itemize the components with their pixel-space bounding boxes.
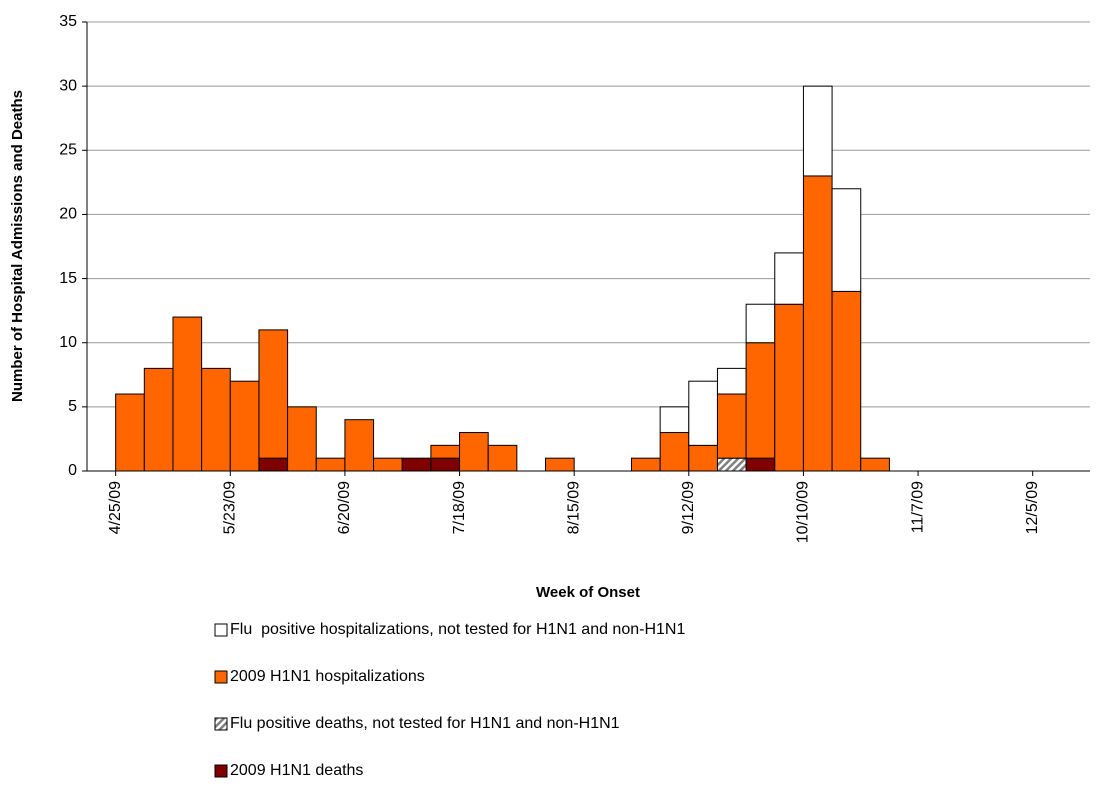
bar-segment bbox=[860, 457, 890, 472]
y-tick-label: 0 bbox=[68, 462, 77, 479]
bar-segment bbox=[172, 316, 203, 472]
y-tick-label: 10 bbox=[59, 334, 77, 351]
legend-swatch bbox=[214, 717, 228, 731]
bar-segment bbox=[831, 290, 862, 472]
bar-segment bbox=[373, 457, 403, 472]
bar-segment bbox=[315, 457, 346, 472]
x-tick-label: 11/7/09 bbox=[909, 481, 926, 533]
x-tick-label: 9/12/09 bbox=[680, 481, 697, 534]
bar-segment bbox=[258, 457, 289, 472]
bar-segment bbox=[115, 393, 145, 472]
bar-segment bbox=[487, 444, 518, 472]
y-tick-label: 5 bbox=[68, 398, 77, 415]
x-tick-label: 6/20/09 bbox=[336, 481, 353, 534]
y-tick-label: 35 bbox=[59, 13, 77, 30]
bar-segment bbox=[258, 329, 289, 459]
bar-segment bbox=[344, 419, 375, 472]
bar-segment bbox=[545, 457, 575, 472]
legend-swatch bbox=[214, 764, 228, 778]
x-tick-label: 8/15/09 bbox=[565, 481, 582, 534]
bar-segment bbox=[802, 85, 833, 177]
bar-segment bbox=[716, 457, 747, 472]
x-axis-title: Week of Onset bbox=[536, 584, 640, 601]
bar-segment bbox=[229, 380, 260, 472]
legend-label: 2009 H1N1 hospitalizations bbox=[230, 668, 425, 685]
bar-segment bbox=[143, 367, 174, 472]
bar-segment bbox=[659, 406, 690, 434]
bar-segment bbox=[630, 457, 661, 472]
bar-segment bbox=[430, 457, 461, 472]
legend-swatch bbox=[214, 670, 228, 684]
y-tick-label: 20 bbox=[59, 206, 77, 223]
bar-segment bbox=[831, 188, 862, 292]
bar-segment bbox=[716, 393, 747, 459]
x-tick-label: 5/23/09 bbox=[222, 481, 239, 534]
bar-segment bbox=[774, 303, 804, 472]
bar-segment bbox=[201, 367, 231, 472]
bar-segment bbox=[745, 342, 776, 459]
bar-segment bbox=[287, 406, 317, 472]
bar-segment bbox=[688, 380, 718, 446]
legend-label: Flu positive deaths, not tested for H1N1… bbox=[230, 715, 620, 732]
bar-segment bbox=[745, 457, 776, 472]
bar-segment bbox=[774, 252, 804, 305]
bar-segment bbox=[802, 175, 833, 472]
bar-segment bbox=[716, 367, 747, 395]
legend-label: 2009 H1N1 deaths bbox=[230, 762, 363, 779]
y-tick-label: 15 bbox=[59, 270, 77, 287]
bar-segment bbox=[745, 303, 776, 344]
legend-swatch bbox=[214, 623, 228, 637]
x-tick-label: 10/10/09 bbox=[795, 481, 812, 543]
x-tick-label: 7/18/09 bbox=[451, 481, 468, 534]
bar-segment bbox=[401, 457, 432, 472]
y-tick-label: 30 bbox=[59, 77, 77, 94]
y-axis-title: Number of Hospital Admissions and Deaths bbox=[9, 90, 26, 402]
bar-segment bbox=[688, 444, 718, 472]
x-tick-label: 4/25/09 bbox=[107, 481, 124, 534]
bar-segment bbox=[659, 432, 690, 472]
bar-segment bbox=[430, 444, 461, 459]
y-tick-label: 25 bbox=[59, 142, 77, 159]
bar-segment bbox=[459, 432, 489, 472]
x-tick-label: 12/5/09 bbox=[1024, 481, 1041, 534]
legend-label: Flu positive hospitalizations, not teste… bbox=[230, 621, 685, 638]
